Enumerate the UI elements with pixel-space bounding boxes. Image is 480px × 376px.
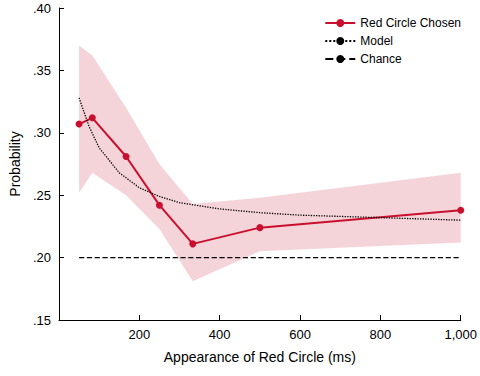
svg-text:Red Circle Chosen: Red Circle Chosen (360, 16, 461, 30)
svg-text:Model: Model (360, 34, 393, 48)
svg-text:1,000: 1,000 (444, 327, 477, 342)
svg-text:Chance: Chance (360, 52, 402, 66)
svg-text:Probability: Probability (7, 131, 23, 196)
svg-text:.20: .20 (33, 250, 51, 265)
svg-text:.30: .30 (33, 125, 51, 140)
svg-text:Appearance of Red Circle (ms): Appearance of Red Circle (ms) (164, 349, 356, 365)
svg-text:.35: .35 (33, 63, 51, 78)
svg-text:400: 400 (209, 327, 231, 342)
svg-text:.15: .15 (33, 313, 51, 328)
svg-text:.25: .25 (33, 188, 51, 203)
svg-text:.40: .40 (33, 1, 51, 16)
svg-text:800: 800 (370, 327, 392, 342)
svg-text:200: 200 (128, 327, 150, 342)
svg-text:600: 600 (289, 327, 311, 342)
